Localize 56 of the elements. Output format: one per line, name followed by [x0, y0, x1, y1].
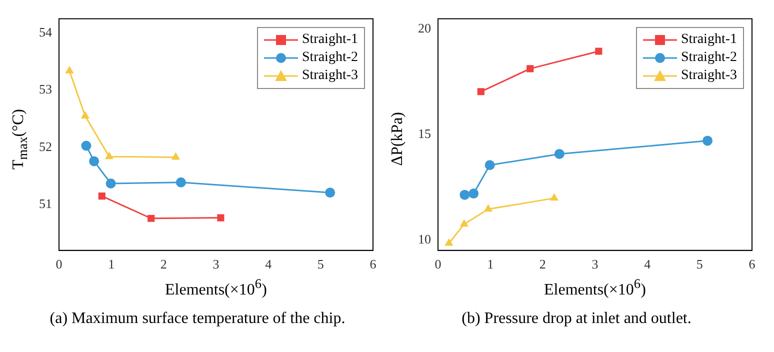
point — [554, 148, 564, 159]
point — [217, 214, 224, 222]
point — [526, 65, 534, 72]
point — [444, 238, 454, 246]
point — [484, 204, 493, 212]
x-tick-label: 6 — [370, 256, 377, 272]
point — [702, 136, 713, 146]
legend-label: Straight-2 — [681, 48, 737, 67]
x-tick-label: 4 — [644, 256, 652, 272]
x-tick-label: 6 — [748, 256, 756, 272]
x-tick-label: 0 — [56, 256, 62, 272]
legend-label: Straight-1 — [302, 30, 358, 49]
point — [550, 193, 559, 201]
point — [460, 219, 468, 227]
y-tick-label: 20 — [418, 20, 431, 36]
x-tick-label: 2 — [160, 256, 167, 272]
point — [325, 188, 336, 198]
point — [477, 88, 484, 96]
y-tick-label: 53 — [39, 82, 52, 97]
legend-label: Straight-3 — [302, 66, 358, 85]
point — [148, 214, 155, 222]
point — [98, 192, 106, 200]
legend-label: Straight-3 — [681, 66, 737, 85]
x-axis-title: Elements(×10$^{6}$) — [165, 274, 267, 300]
y-tick-label: 54 — [39, 24, 52, 40]
x-tick-label: 3 — [212, 256, 220, 272]
point — [81, 140, 92, 151]
point — [484, 160, 495, 170]
point — [80, 111, 90, 119]
point — [176, 177, 186, 188]
x-tick-label: 0 — [434, 256, 442, 272]
x-tick-label: 5 — [317, 256, 324, 272]
text: (a) Maximum surface temperature of the chip. — [48, 310, 346, 328]
legend-label: Straight-2 — [302, 48, 358, 67]
point — [595, 48, 602, 55]
point — [89, 156, 100, 166]
x-tick-label: 4 — [265, 256, 272, 272]
point — [468, 188, 479, 199]
x-tick-label: 3 — [592, 256, 598, 272]
point — [65, 66, 74, 74]
text: (b) Pressure drop at inlet and outlet. — [460, 310, 692, 328]
point — [460, 190, 470, 200]
legend-label: Straight-1 — [681, 30, 737, 49]
x-tick-label: 2 — [539, 256, 546, 272]
y-axis-title: ΔP(kPa) — [389, 112, 407, 166]
x-tick-label: 5 — [696, 256, 703, 272]
y-tick-label: 15 — [418, 126, 431, 142]
point — [171, 152, 180, 160]
x-tick-label: 1 — [108, 256, 115, 272]
x-tick-label: 1 — [487, 256, 494, 272]
x-axis-title: Elements(×10$^{6}$) — [544, 274, 646, 300]
y-tick-label: 10 — [418, 231, 431, 246]
y-tick-label: 52 — [39, 138, 52, 154]
y-tick-label: 51 — [39, 196, 52, 212]
point — [106, 178, 116, 188]
point — [104, 152, 114, 160]
